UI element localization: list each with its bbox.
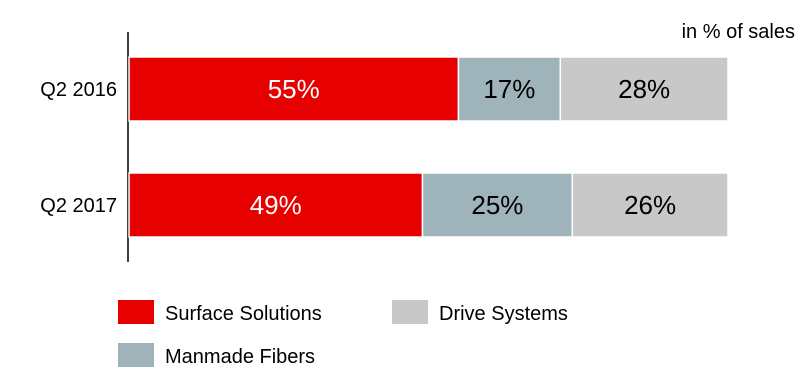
legend-swatch-drive-systems	[392, 300, 428, 324]
legend-label-manmade-fibers: Manmade Fibers	[165, 346, 315, 368]
value-label-manmade-fibers-q2-2016: 17%	[483, 74, 535, 104]
category-label-q2-2017: Q2 2017	[40, 195, 117, 217]
bar-segment-drive-systems-q2-2016	[559, 56, 729, 122]
category-label-q2-2016: Q2 2016	[40, 79, 117, 101]
value-label-surface-solutions-q2-2016: 55%	[268, 74, 320, 104]
value-label-manmade-fibers-q2-2017: 25%	[471, 190, 523, 220]
bars-group: Q2 2016 55% 17% 28% Q2 2017 49% 25% 26%	[40, 56, 729, 238]
value-label-drive-systems-q2-2016: 28%	[618, 74, 670, 104]
legend-swatch-manmade-fibers	[118, 343, 154, 367]
legend-swatch-surface-solutions	[118, 300, 154, 324]
bar-segment-manmade-fibers-q2-2016	[457, 56, 562, 122]
unit-label: in % of sales	[682, 21, 795, 43]
legend-label-surface-solutions: Surface Solutions	[165, 303, 322, 325]
legend-label-drive-systems: Drive Systems	[439, 303, 568, 325]
value-label-drive-systems-q2-2017: 26%	[624, 190, 676, 220]
bar-segment-drive-systems-q2-2017	[571, 172, 729, 238]
value-label-surface-solutions-q2-2017: 49%	[250, 190, 302, 220]
legend: Surface Solutions Manmade Fibers Drive Sys…	[118, 300, 568, 368]
